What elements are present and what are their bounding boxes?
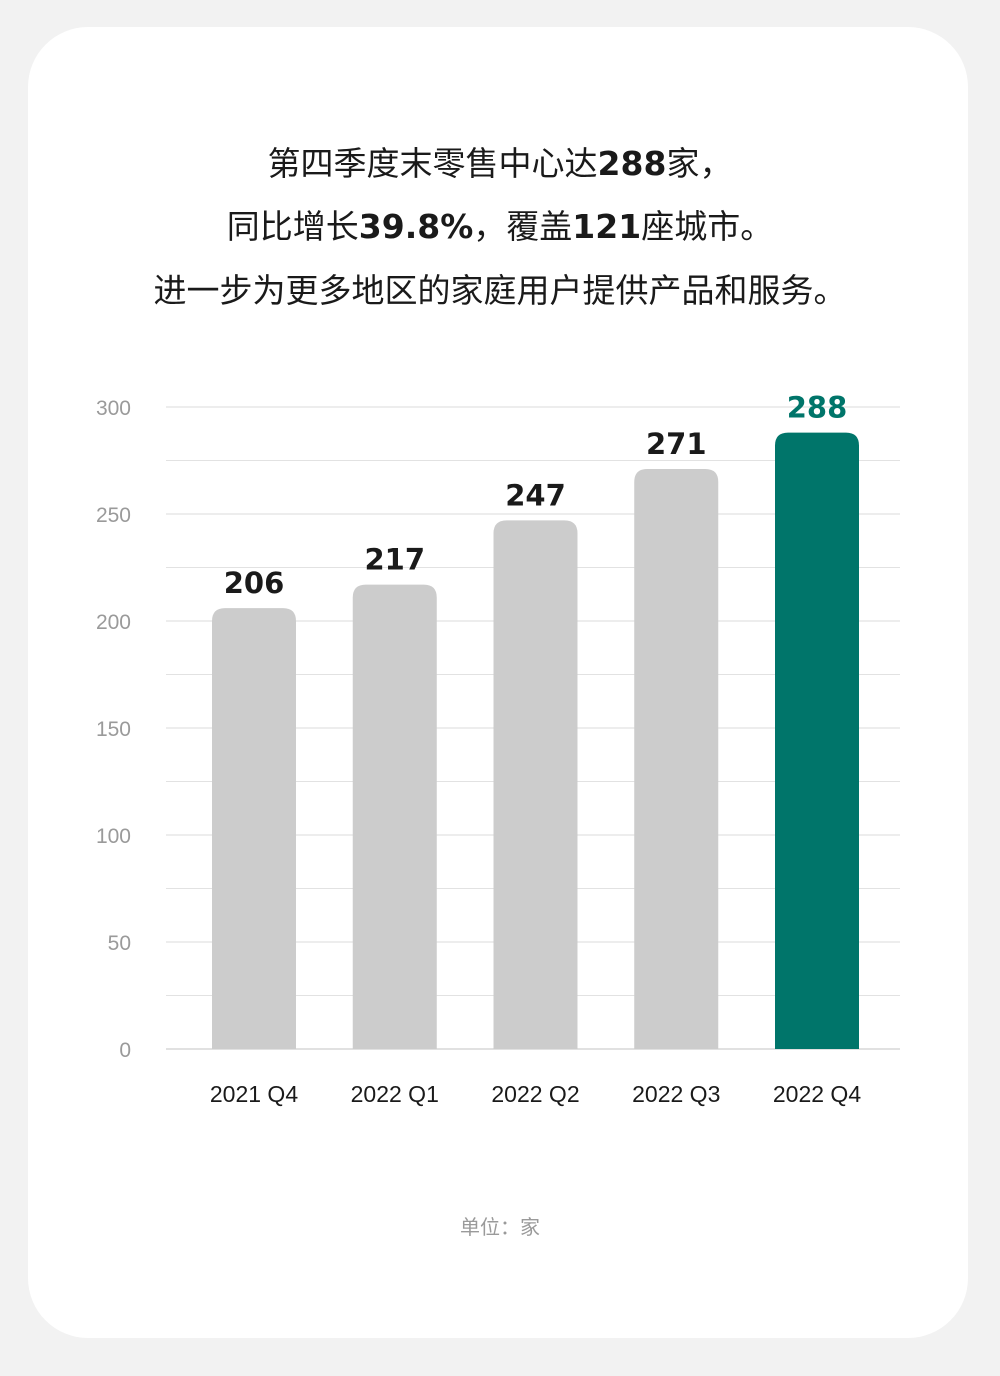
headline-line-3: 进一步为更多地区的家庭用户提供产品和服务。 (153, 271, 847, 310)
x-tick-label: 2022 Q1 (351, 1081, 439, 1107)
y-tick-label: 100 (96, 825, 131, 848)
y-tick-label: 0 (119, 1039, 131, 1062)
headline-line-2-pre: 同比增长 (226, 207, 359, 246)
headline-line-2-mid: ，覆盖 (473, 207, 573, 246)
x-tick-label: 2022 Q4 (773, 1081, 861, 1107)
y-tick-label: 300 (96, 397, 131, 420)
data-label: 247 (505, 478, 566, 512)
data-label: 206 (224, 566, 285, 600)
headline-line-2: 同比增长39.8%，覆盖121座城市。 (0, 200, 1000, 248)
data-label: 271 (646, 427, 707, 461)
bar (352, 584, 437, 1049)
headline-line-1-pre: 第四季度末零售中心达 (267, 144, 598, 183)
headline-store-count: 288 (597, 144, 667, 183)
x-tick-label: 2021 Q4 (210, 1081, 298, 1107)
headline-line-1: 第四季度末零售中心达288家， (0, 137, 1000, 185)
y-tick-label: 50 (108, 932, 131, 955)
headline-growth-rate: 39.8% (358, 207, 474, 246)
y-tick-label: 200 (96, 611, 131, 634)
unit-label: 单位：家 (460, 1215, 540, 1239)
bar (493, 520, 578, 1049)
y-tick-label: 250 (96, 504, 131, 527)
bar (634, 469, 719, 1049)
bar (212, 608, 296, 1049)
data-label: 217 (364, 543, 425, 577)
data-label: 288 (787, 391, 848, 425)
bar (775, 432, 859, 1049)
x-tick-label: 2022 Q2 (491, 1081, 579, 1107)
headline-line-2-post: 座城市。 (641, 207, 774, 246)
headline-city-count: 121 (572, 207, 642, 246)
x-tick-label: 2022 Q3 (632, 1081, 720, 1107)
y-tick-label: 150 (96, 718, 131, 741)
headline-line-1-post: 家， (666, 144, 733, 183)
